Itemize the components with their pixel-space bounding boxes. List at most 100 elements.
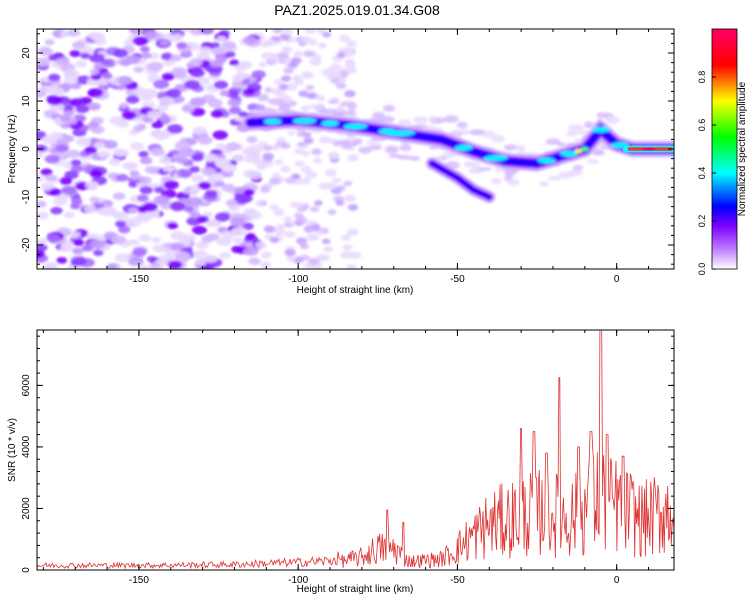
noise-blob xyxy=(152,245,163,252)
noise-blob xyxy=(49,188,62,197)
noise-blob xyxy=(273,79,283,86)
noise-blob xyxy=(37,249,45,259)
noise-blob xyxy=(163,180,179,190)
noise-blob xyxy=(344,59,354,66)
noise-blob xyxy=(301,71,311,78)
noise-blob xyxy=(144,30,158,39)
noise-blob xyxy=(214,180,225,187)
haze-blob xyxy=(583,121,593,129)
noise-blob xyxy=(229,106,242,114)
noise-blob xyxy=(174,140,191,151)
noise-blob xyxy=(263,225,276,233)
haze-blob xyxy=(338,110,348,116)
haze-blob xyxy=(504,144,517,151)
y-tick-label: -20 xyxy=(21,237,32,252)
noise-blob xyxy=(214,212,231,222)
noise-blob xyxy=(170,242,185,252)
noise-blob xyxy=(102,139,118,149)
noise-blob xyxy=(89,53,105,63)
noise-blob xyxy=(337,51,347,58)
haze-blob xyxy=(326,138,339,144)
noise-blob xyxy=(209,59,224,68)
noise-blob xyxy=(322,31,331,38)
haze-blob xyxy=(339,101,349,107)
noise-blob xyxy=(68,98,83,107)
noise-blob xyxy=(117,75,133,85)
haze-blob xyxy=(409,156,421,162)
noise-blob xyxy=(346,228,359,236)
noise-blob xyxy=(146,256,157,263)
noise-blob xyxy=(151,121,164,129)
noise-blob xyxy=(159,39,170,46)
noise-blob xyxy=(125,217,142,228)
noise-blob xyxy=(87,102,101,111)
noise-blob xyxy=(205,221,216,228)
noise-blob xyxy=(325,182,337,190)
noise-blob xyxy=(75,60,87,68)
haze-blob xyxy=(347,101,358,110)
noise-blob xyxy=(312,55,322,62)
noise-blob xyxy=(229,59,240,66)
noise-blob xyxy=(63,69,80,79)
haze-blob xyxy=(358,146,372,154)
colorbar: 0.0 0.2 0.4 0.6 0.8 Normalized spectral ampl… xyxy=(697,28,748,275)
noise-blob xyxy=(327,151,340,160)
y-tick-label: -10 xyxy=(21,189,32,204)
noise-blob xyxy=(262,152,275,161)
noise-blob xyxy=(37,88,47,98)
noise-blob xyxy=(121,110,137,120)
noise-blob xyxy=(191,153,205,162)
noise-blob xyxy=(114,220,127,228)
noise-blob xyxy=(266,39,277,46)
noise-blob xyxy=(70,159,82,167)
noise-blob xyxy=(37,211,50,220)
noise-blob xyxy=(336,185,346,192)
noise-blob xyxy=(148,52,160,60)
noise-blob xyxy=(37,151,44,160)
haze-blob xyxy=(366,139,377,145)
noise-blob xyxy=(340,251,352,259)
haze-blob xyxy=(494,167,504,173)
noise-blob xyxy=(346,67,357,74)
haze-blob xyxy=(469,129,486,136)
noise-blob xyxy=(70,256,87,266)
haze-blob xyxy=(459,129,470,136)
x-tick-label: -100 xyxy=(288,575,308,586)
max-band-peak xyxy=(641,147,656,151)
noise-blob xyxy=(216,35,227,42)
noise-blob xyxy=(257,93,269,102)
noise-blob xyxy=(340,234,351,241)
noise-blob xyxy=(111,235,127,245)
noise-blob xyxy=(47,73,61,82)
noise-blob xyxy=(76,137,92,147)
noise-blob xyxy=(153,79,170,89)
noise-blob xyxy=(264,161,274,167)
noise-blob xyxy=(177,169,193,178)
noise-blob xyxy=(88,31,101,40)
noise-blob xyxy=(275,224,285,231)
noise-blob xyxy=(349,251,362,260)
ridge-peak xyxy=(591,126,610,133)
noise-blob xyxy=(45,174,57,182)
noise-blob xyxy=(138,176,152,184)
spectrogram-xlabel: Height of straight line (km) xyxy=(297,285,414,296)
noise-blob xyxy=(294,160,305,167)
haze-blob xyxy=(296,130,309,138)
noise-blob xyxy=(189,68,205,78)
noise-blob xyxy=(303,137,314,144)
noise-blob xyxy=(126,163,137,170)
haze-blob xyxy=(323,108,337,116)
noise-blob xyxy=(317,42,327,49)
ridge-peak xyxy=(321,120,340,127)
noise-blob xyxy=(133,66,144,73)
noise-blob xyxy=(295,202,305,209)
noise-blob xyxy=(258,61,267,68)
noise-blob xyxy=(268,177,281,186)
noise-blob xyxy=(303,226,315,234)
noise-blob xyxy=(292,74,303,82)
noise-blob xyxy=(195,241,209,250)
noise-blob xyxy=(108,158,121,166)
noise-blob xyxy=(133,125,145,132)
haze-blob xyxy=(388,153,402,159)
noise-blob xyxy=(345,40,357,47)
